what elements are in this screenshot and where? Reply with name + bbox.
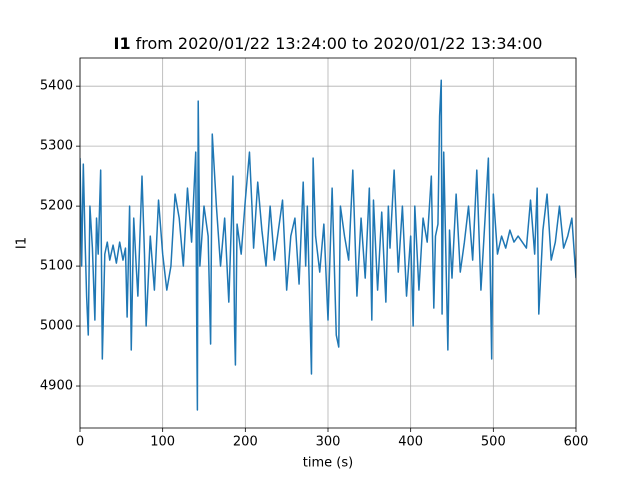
- x-tick-label: 600: [564, 435, 589, 450]
- x-tick-label: 500: [481, 435, 506, 450]
- x-tick-label: 0: [76, 435, 84, 450]
- plot-frame: [79, 57, 577, 429]
- title-series: I1: [114, 34, 131, 53]
- y-tick-label: 5100: [40, 259, 73, 274]
- x-tick-label: 100: [150, 435, 175, 450]
- y-tick-label: 5000: [40, 319, 73, 334]
- x-tick-label: 200: [233, 435, 258, 450]
- x-tick-label: 400: [398, 435, 423, 450]
- y-tick-label: 5200: [40, 199, 73, 214]
- y-tick-label: 5400: [40, 79, 73, 94]
- y-tick-label: 5300: [40, 139, 73, 154]
- data-line: [80, 79, 576, 411]
- title-range: from 2020/01/22 13:24:00 to 2020/01/22 1…: [136, 34, 543, 53]
- x-tick-label: 300: [316, 435, 341, 450]
- chart-title: I1 from 2020/01/22 13:24:00 to 2020/01/22…: [114, 34, 543, 53]
- y-tick-label: 4900: [40, 379, 73, 394]
- y-axis-label: I1: [15, 237, 30, 249]
- x-axis-label: time (s): [303, 456, 353, 471]
